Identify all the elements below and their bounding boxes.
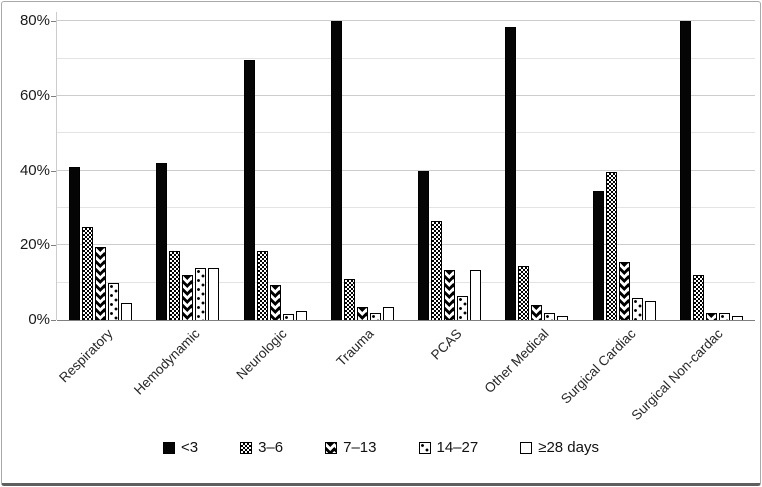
bar xyxy=(295,311,307,320)
bar-groups xyxy=(57,12,755,320)
bar xyxy=(631,298,643,320)
legend-label: <3 xyxy=(180,439,199,456)
bar xyxy=(243,60,255,320)
bar xyxy=(282,314,294,320)
bar xyxy=(269,285,281,320)
legend-label: 3–6 xyxy=(258,439,284,456)
bar xyxy=(356,307,368,320)
bar xyxy=(82,227,94,320)
y-axis-line xyxy=(56,12,57,320)
legend-item: <3 xyxy=(162,439,199,456)
y-axis-tick xyxy=(51,245,56,247)
bar xyxy=(531,305,543,320)
bar xyxy=(444,270,456,320)
bar xyxy=(418,171,430,320)
y-axis-tick xyxy=(51,95,56,97)
bar xyxy=(457,296,469,320)
bar xyxy=(544,313,556,320)
bar xyxy=(195,268,207,320)
legend-item: 7–13 xyxy=(325,439,377,456)
bar-group xyxy=(493,12,580,320)
gridline xyxy=(57,281,755,283)
bar xyxy=(518,266,530,320)
y-axis-tick xyxy=(51,320,56,321)
bar xyxy=(718,313,730,320)
bar-group xyxy=(668,12,755,320)
bar xyxy=(431,221,443,320)
legend-swatch-white-icon xyxy=(520,441,533,454)
gridline xyxy=(57,244,755,246)
x-axis-baseline xyxy=(57,320,755,321)
legend-label: ≥28 days xyxy=(538,439,599,456)
y-axis-tick-label: 40% xyxy=(19,161,50,179)
legend-swatch-checker-icon xyxy=(240,441,253,454)
bar xyxy=(382,307,394,320)
legend: <3 3–6 7–13 14–27 ≥28 days xyxy=(2,439,760,456)
bar xyxy=(505,27,517,320)
bar xyxy=(605,172,617,320)
bar-group xyxy=(319,12,406,320)
y-axis-tick-label: 60% xyxy=(19,86,50,104)
bar-group xyxy=(232,12,319,320)
bar xyxy=(731,316,743,320)
bar-group xyxy=(57,12,144,320)
bar xyxy=(182,275,194,320)
legend-item: 3–6 xyxy=(240,439,283,456)
bar xyxy=(208,268,220,320)
bar xyxy=(618,262,630,320)
bar xyxy=(644,301,656,320)
bar xyxy=(470,270,482,320)
y-axis-tick xyxy=(51,170,56,172)
y-axis-tick-label: 20% xyxy=(19,236,50,254)
gridline xyxy=(57,57,755,59)
bar xyxy=(330,21,342,320)
y-axis-tick-label: 80% xyxy=(19,12,50,30)
gridline xyxy=(57,20,755,22)
bar xyxy=(692,275,704,320)
bar xyxy=(256,251,268,320)
bar xyxy=(592,191,604,320)
legend-label: 14–27 xyxy=(436,439,479,456)
bar xyxy=(95,247,107,320)
y-axis-tick xyxy=(51,21,56,23)
gridline xyxy=(57,169,755,171)
gridline xyxy=(57,132,755,134)
legend-swatch-dots-icon xyxy=(418,441,431,454)
bar-group xyxy=(406,12,493,320)
legend-label: 7–13 xyxy=(343,439,377,456)
bar xyxy=(557,316,569,320)
gridline xyxy=(57,94,755,96)
bar-group xyxy=(144,12,231,320)
legend-item: ≥28 days xyxy=(520,439,599,456)
x-axis-labels: Respiratory Hemodynamic Neurologic Trauma PC… xyxy=(56,322,755,434)
bar xyxy=(69,167,81,320)
y-axis-tick-label: 0% xyxy=(28,311,50,328)
legend-swatch-solid-icon xyxy=(162,441,175,454)
bar xyxy=(679,21,691,320)
bar xyxy=(369,313,381,320)
bar xyxy=(343,279,355,320)
bar xyxy=(108,283,120,320)
bar xyxy=(705,313,717,320)
bar-group xyxy=(581,12,668,320)
legend-item: 14–27 xyxy=(418,439,479,456)
bar xyxy=(121,303,133,320)
legend-swatch-wave-icon xyxy=(325,441,338,454)
bar xyxy=(156,163,168,320)
gridline xyxy=(57,206,755,208)
plot-area xyxy=(56,12,755,321)
bar xyxy=(169,251,181,320)
